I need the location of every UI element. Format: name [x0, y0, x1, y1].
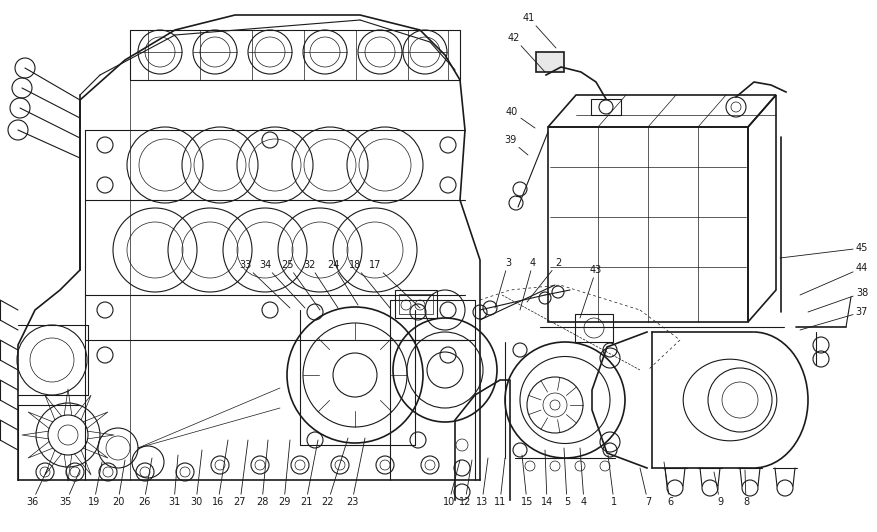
Text: 7: 7 [639, 468, 651, 507]
Text: 29: 29 [277, 440, 290, 507]
Text: 25: 25 [282, 260, 319, 310]
Text: 32: 32 [303, 260, 338, 308]
Text: 34: 34 [259, 260, 304, 308]
Text: 18: 18 [348, 260, 389, 308]
Text: 4: 4 [580, 448, 587, 507]
Text: 41: 41 [523, 13, 555, 48]
Text: 44: 44 [799, 263, 867, 295]
Bar [395, 290, 437, 318]
Text: 11: 11 [493, 458, 505, 507]
Text: 16: 16 [211, 440, 228, 507]
Text: 12: 12 [459, 460, 472, 507]
Text: 4: 4 [519, 258, 536, 310]
Text: 3: 3 [495, 258, 510, 308]
Text: 20: 20 [111, 460, 125, 507]
Text: 15: 15 [520, 455, 532, 507]
Text: 31: 31 [168, 455, 180, 507]
Text: 40: 40 [505, 107, 534, 128]
Text: 30: 30 [189, 450, 202, 507]
Text: 42: 42 [507, 33, 545, 72]
Text: 36: 36 [25, 468, 48, 507]
Text: 13: 13 [475, 458, 488, 507]
Text: 37: 37 [799, 307, 867, 330]
Text: 17: 17 [368, 260, 419, 308]
Text: 39: 39 [503, 135, 527, 155]
Bar [590, 99, 620, 115]
Text: 1: 1 [607, 455, 617, 507]
Text: 19: 19 [88, 462, 102, 507]
Text: 26: 26 [138, 458, 152, 507]
Text: 8: 8 [742, 470, 748, 507]
Text: 9: 9 [713, 472, 723, 507]
Text: 22: 22 [321, 438, 347, 507]
Bar [398, 294, 432, 314]
Text: 23: 23 [346, 438, 365, 507]
Text: 5: 5 [563, 448, 569, 507]
Text: 6: 6 [663, 462, 673, 507]
Bar [547, 127, 747, 322]
Bar [535, 52, 563, 72]
Text: 45: 45 [779, 243, 867, 258]
Text: 21: 21 [299, 440, 317, 507]
Text: 14: 14 [540, 450, 553, 507]
Text: 24: 24 [326, 260, 358, 305]
Text: 33: 33 [239, 260, 289, 308]
Text: 27: 27 [233, 440, 247, 507]
Bar [574, 314, 612, 342]
Text: 35: 35 [60, 470, 80, 507]
Text: 28: 28 [255, 440, 267, 507]
Text: 2: 2 [526, 258, 560, 302]
Text: 10: 10 [442, 460, 460, 507]
Text: 43: 43 [580, 265, 602, 318]
Text: 38: 38 [807, 288, 867, 312]
